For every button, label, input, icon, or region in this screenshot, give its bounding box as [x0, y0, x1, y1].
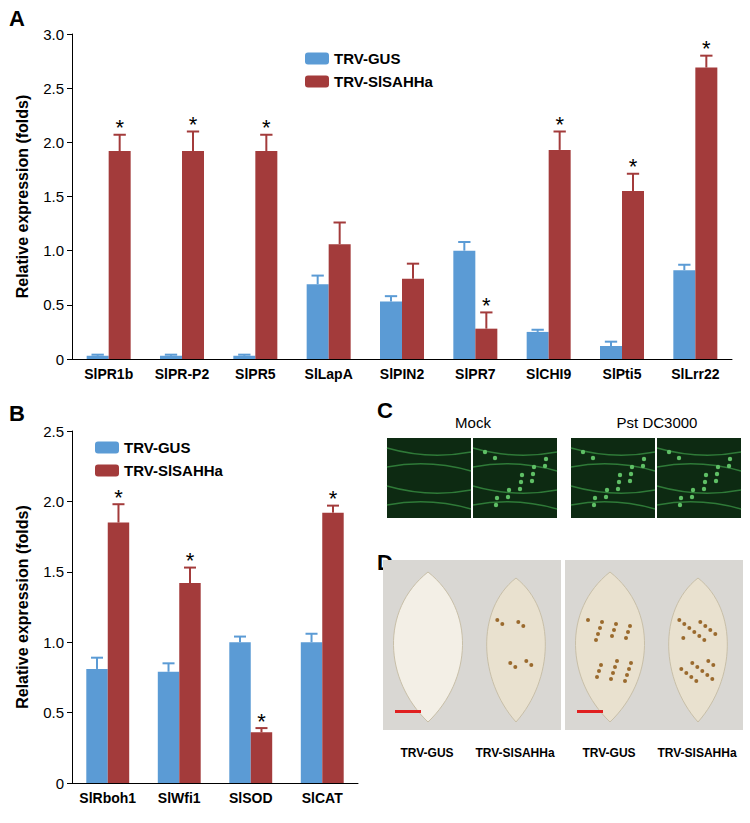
svg-text:SlLrr22: SlLrr22: [671, 366, 719, 382]
svg-text:*: *: [262, 115, 271, 140]
svg-text:*: *: [114, 485, 123, 510]
svg-text:3.0: 3.0: [43, 26, 64, 43]
svg-text:SlPIN2: SlPIN2: [380, 366, 425, 382]
svg-text:SlLapA: SlLapA: [305, 366, 353, 382]
html-text:Mock: Mock: [455, 414, 491, 431]
html-text:C: C: [377, 398, 393, 423]
svg-text:*: *: [702, 36, 711, 61]
svg-text:*: *: [629, 154, 638, 179]
svg-text:Relative expression (folds): Relative expression (folds): [14, 505, 31, 709]
svg-text:B: B: [9, 401, 25, 426]
svg-text:SlWfi1: SlWfi1: [158, 790, 201, 806]
svg-text:1.0: 1.0: [43, 242, 64, 259]
html-text:D: D: [377, 550, 393, 575]
svg-text:SlPR-P2: SlPR-P2: [155, 366, 210, 382]
svg-text:SlPR1b: SlPR1b: [84, 366, 133, 382]
html-text:TRV-SlSAHHa: TRV-SlSAHHa: [475, 746, 555, 760]
svg-text:TRV-SlSAHHa: TRV-SlSAHHa: [334, 73, 434, 90]
html-text:TRV-GUS: TRV-GUS: [400, 746, 454, 760]
html-text:TRV-SlSAHHa: TRV-SlSAHHa: [657, 746, 737, 760]
svg-text:0.5: 0.5: [43, 704, 64, 721]
svg-text:0.5: 0.5: [43, 296, 64, 313]
svg-text:1.0: 1.0: [43, 634, 64, 651]
svg-text:2.0: 2.0: [43, 134, 64, 151]
svg-text:TRV-GUS: TRV-GUS: [124, 439, 190, 456]
svg-text:SlCAT: SlCAT: [302, 790, 343, 806]
svg-text:SlPR5: SlPR5: [235, 366, 276, 382]
svg-text:SlSOD: SlSOD: [229, 790, 273, 806]
svg-text:*: *: [189, 112, 198, 137]
svg-text:*: *: [329, 486, 338, 511]
svg-text:0: 0: [56, 775, 64, 792]
html-text:TRV-GUS: TRV-GUS: [582, 746, 636, 760]
svg-text:*: *: [115, 115, 124, 140]
svg-text:1.5: 1.5: [43, 188, 64, 205]
svg-text:A: A: [9, 6, 25, 31]
svg-text:1.5: 1.5: [43, 563, 64, 580]
svg-text:2.5: 2.5: [43, 80, 64, 97]
svg-text:SlCHI9: SlCHI9: [526, 366, 571, 382]
svg-text:TRV-SlSAHHa: TRV-SlSAHHa: [124, 462, 224, 479]
svg-text:TRV-GUS: TRV-GUS: [334, 50, 400, 67]
svg-text:*: *: [482, 293, 491, 318]
svg-text:*: *: [555, 112, 564, 137]
svg-text:*: *: [186, 548, 195, 573]
svg-text:2.5: 2.5: [43, 423, 64, 440]
svg-text:0: 0: [56, 351, 64, 368]
svg-text:SlRboh1: SlRboh1: [79, 790, 136, 806]
svg-text:*: *: [257, 709, 266, 734]
html-text:Pst DC3000: Pst DC3000: [616, 414, 698, 431]
svg-text:SlPti5: SlPti5: [603, 366, 642, 382]
svg-text:SlPR7: SlPR7: [455, 366, 496, 382]
svg-text:Relative expression (folds): Relative expression (folds): [14, 95, 31, 299]
svg-text:2.0: 2.0: [43, 493, 64, 510]
